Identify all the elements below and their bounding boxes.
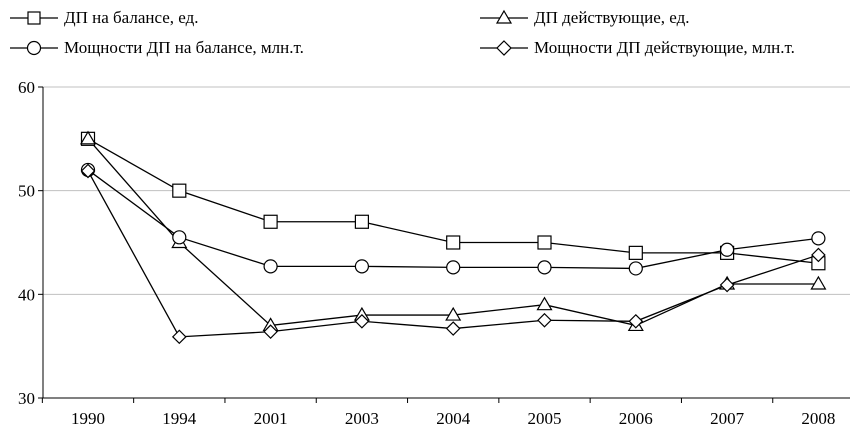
- x-tick-label: 2005: [528, 409, 562, 428]
- legend-label-3: Мощности ДП на балансе, млн.т.: [64, 38, 304, 57]
- x-tick-label: 2001: [254, 409, 288, 428]
- circle-marker-point: [719, 242, 735, 257]
- circle-marker-point: [446, 260, 461, 275]
- circle-marker-point: [628, 261, 643, 276]
- square-marker-point: [628, 245, 643, 260]
- legend-diamond-marker-icon: [480, 40, 528, 56]
- legend-item-2: ДП действующие, ед.: [478, 8, 690, 28]
- gridlines: [43, 86, 850, 295]
- axes: [38, 86, 850, 403]
- legend-item-4: Мощности ДП действующие, млн.т.: [478, 38, 795, 58]
- x-tick-label: 2008: [801, 409, 835, 428]
- circle-marker-point: [263, 259, 278, 274]
- triangle-marker-point: [79, 130, 97, 145]
- series-line-3: [87, 169, 819, 270]
- diamond-marker-point: [719, 277, 735, 293]
- diamond-marker-point: [354, 313, 370, 329]
- square-marker-point: [172, 183, 187, 198]
- square-marker-point: [354, 214, 369, 229]
- x-tick-label: 1994: [162, 409, 197, 428]
- diamond-marker-point: [171, 329, 187, 345]
- diamond-marker-point: [811, 247, 826, 263]
- circle-marker-point: [172, 230, 187, 245]
- x-tick-label: 1990: [71, 409, 105, 428]
- triangle-marker-point: [445, 306, 462, 321]
- legend-label-4: Мощности ДП действующие, млн.т.: [534, 38, 795, 57]
- series-line-2: [87, 138, 819, 327]
- legend-circle-marker-icon: [10, 40, 58, 56]
- square-marker-point: [446, 235, 461, 250]
- legend-label-2: ДП действующие, ед.: [534, 8, 690, 27]
- legend-label-1: ДП на балансе, ед.: [64, 8, 199, 27]
- square-marker-point: [537, 235, 552, 250]
- legend-triangle-marker-icon: [480, 9, 528, 24]
- triangle-marker-point: [536, 296, 553, 311]
- y-tick-label: 30: [18, 389, 35, 408]
- legend-square-marker-icon: [10, 11, 58, 25]
- diamond-marker-point: [628, 313, 644, 329]
- x-tick-label: 2003: [345, 409, 379, 428]
- circle-marker-point: [354, 259, 369, 274]
- y-tick-label: 60: [18, 78, 35, 97]
- diamond-marker-point: [263, 324, 278, 340]
- legend-item-1: ДП на балансе, ед.: [8, 8, 199, 28]
- x-tick-label: 2004: [436, 409, 471, 428]
- x-tick-label: 2007: [710, 409, 745, 428]
- y-tick-label: 40: [18, 285, 35, 304]
- x-tick-label: 2006: [619, 409, 653, 428]
- tick-labels: 30 40 50 60 1990 1994 2001 2003 2004 2005 2006 2007…: [18, 78, 835, 428]
- series-layer: [79, 130, 827, 345]
- diamond-marker-point: [537, 312, 552, 328]
- circle-marker-point: [811, 231, 826, 246]
- circle-marker-point: [537, 260, 552, 275]
- legend-item-3: Мощности ДП на балансе, млн.т.: [8, 38, 304, 58]
- diamond-marker-point: [80, 163, 96, 179]
- square-marker-point: [263, 214, 278, 229]
- diamond-marker-point: [445, 321, 461, 336]
- y-tick-label: 50: [18, 182, 35, 201]
- triangle-marker-point: [810, 275, 827, 290]
